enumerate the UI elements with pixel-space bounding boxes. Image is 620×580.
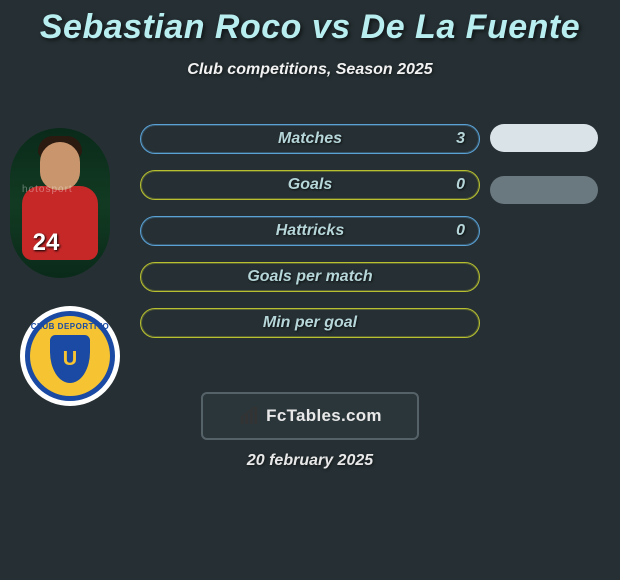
fctables-text: FcTables.com bbox=[266, 406, 382, 426]
player-photo: hotosport 24 bbox=[10, 128, 110, 278]
player-head bbox=[40, 142, 80, 190]
club-badge-shield: U bbox=[50, 335, 90, 383]
stat-bar-label: Matches bbox=[278, 130, 342, 148]
stat-bar-value: 0 bbox=[456, 176, 465, 194]
fctables-badge: FcTables.com bbox=[201, 392, 419, 440]
club-badge-text: CLUB DEPORTIVO bbox=[30, 322, 110, 331]
jersey-number: 24 bbox=[24, 226, 68, 260]
stat-bar: Matches 3 bbox=[140, 124, 480, 154]
club-badge-inner: CLUB DEPORTIVO U bbox=[25, 311, 115, 401]
fctables-icon bbox=[238, 405, 260, 427]
page-title: Sebastian Roco vs De La Fuente bbox=[0, 0, 620, 47]
stat-bar: Goals 0 bbox=[140, 170, 480, 200]
stat-bar-label: Goals per match bbox=[247, 268, 372, 286]
stat-bar: Goals per match bbox=[140, 262, 480, 292]
club-badge: CLUB DEPORTIVO U bbox=[20, 306, 120, 406]
stat-bar-value: 0 bbox=[456, 222, 465, 240]
date-text: 20 february 2025 bbox=[0, 452, 620, 470]
comparison-pill bbox=[490, 176, 598, 204]
subtitle: Club competitions, Season 2025 bbox=[0, 61, 620, 79]
stat-bar-label: Min per goal bbox=[263, 314, 357, 332]
photo-watermark: hotosport bbox=[22, 184, 73, 195]
stat-bar-value: 3 bbox=[456, 130, 465, 148]
stat-bar: Min per goal bbox=[140, 308, 480, 338]
stat-bar-label: Hattricks bbox=[276, 222, 344, 240]
club-badge-letter: U bbox=[63, 348, 77, 371]
right-pills bbox=[490, 124, 610, 222]
stat-bar: Hattricks 0 bbox=[140, 216, 480, 246]
stat-bars: Matches 3 Goals 0 Hattricks 0 Goals per match M… bbox=[140, 124, 480, 354]
comparison-pill bbox=[490, 124, 598, 152]
stat-bar-label: Goals bbox=[288, 176, 332, 194]
